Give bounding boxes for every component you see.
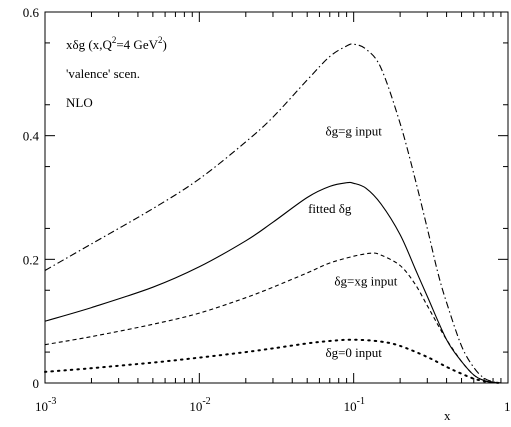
x-tick-label: 1 bbox=[504, 399, 511, 414]
y-tick-label: 0.2 bbox=[23, 252, 39, 267]
title-block: xδg (x,Q2=4 GeV2) 'valence' scen. NLO bbox=[66, 35, 167, 110]
x-axis-label: x bbox=[444, 408, 451, 423]
title-line-1: xδg (x,Q2=4 GeV2) bbox=[66, 35, 167, 52]
series-annotation: fitted δg bbox=[308, 201, 352, 216]
title-line-2: 'valence' scen. bbox=[66, 66, 140, 81]
series-line-1 bbox=[44, 181, 501, 384]
y-tick-label: 0.6 bbox=[23, 5, 40, 20]
series-group bbox=[44, 43, 502, 384]
plot-frame bbox=[44, 11, 509, 384]
y-tick-label: 0.4 bbox=[23, 129, 40, 144]
series-annotation: δg=xg input bbox=[334, 273, 397, 288]
x-tick-label: 10-1 bbox=[344, 396, 365, 414]
y-ticks: 0 0.2 0.4 0.6 bbox=[23, 5, 508, 391]
x-tick-label: 10-2 bbox=[189, 396, 210, 414]
y-tick-label: 0 bbox=[33, 376, 40, 391]
series-line-2 bbox=[44, 252, 501, 384]
series-line-3 bbox=[44, 338, 502, 384]
series-annotation: δg=0 input bbox=[325, 345, 382, 360]
x-tick-label: 10-3 bbox=[35, 396, 56, 414]
title-line-3: NLO bbox=[66, 95, 93, 110]
series-annotations: δg=g input fitted δg δg=xg input δg=0 input bbox=[308, 124, 398, 360]
series-annotation: δg=g input bbox=[325, 124, 382, 139]
series-line-0 bbox=[44, 43, 501, 384]
x-ticks: 10-3 10-2 10-1 1 bbox=[35, 12, 511, 414]
